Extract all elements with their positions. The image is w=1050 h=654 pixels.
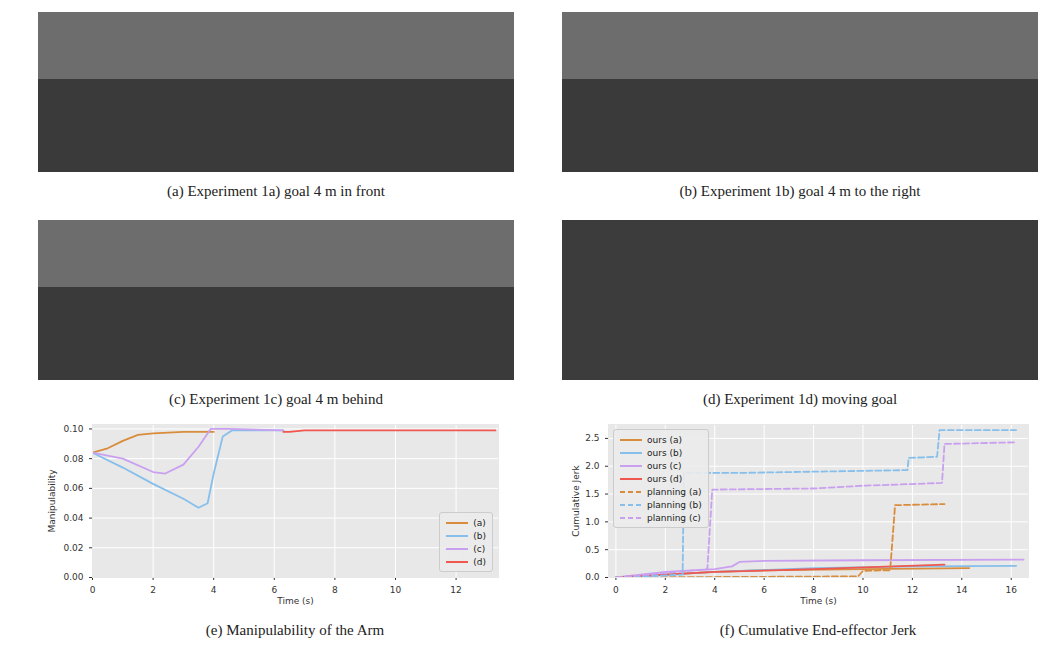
html-text:ours (d): ours (d) bbox=[647, 473, 683, 484]
svg-text:8: 8 bbox=[811, 585, 817, 595]
svg-text:0.10: 0.10 bbox=[63, 424, 83, 434]
html-text:(a) Experiment 1a) goal 4 m in: (a) Experiment 1a) goal 4 m in front bbox=[167, 183, 385, 199]
svg-text:0.00: 0.00 bbox=[63, 572, 83, 582]
html-text:(f) Cumulative End-effector Je: (f) Cumulative End-effector Jerk bbox=[719, 622, 917, 638]
html-text:planning (b): planning (b) bbox=[647, 499, 702, 510]
svg-text:4: 4 bbox=[211, 585, 217, 595]
svg-text:12: 12 bbox=[450, 585, 461, 595]
svg-text:10: 10 bbox=[390, 585, 402, 595]
svg-text:8: 8 bbox=[332, 585, 338, 595]
svg-text:0.08: 0.08 bbox=[63, 454, 83, 464]
html-text:(c) Experiment 1c) goal 4 m be: (c) Experiment 1c) goal 4 m behind bbox=[168, 391, 383, 407]
svg-text:Cumulative Jerk: Cumulative Jerk bbox=[571, 465, 581, 537]
svg-text:2: 2 bbox=[150, 585, 156, 595]
html-text:(e) Manipulability of the Arm: (e) Manipulability of the Arm bbox=[205, 622, 385, 638]
svg-text:0: 0 bbox=[90, 585, 96, 595]
svg-text:2.0: 2.0 bbox=[585, 461, 600, 471]
svg-text:10: 10 bbox=[857, 585, 869, 595]
svg-text:0: 0 bbox=[613, 585, 619, 595]
html-text:planning (a): planning (a) bbox=[647, 486, 702, 497]
svg-text:6: 6 bbox=[761, 585, 767, 595]
svg-text:Manipulability: Manipulability bbox=[47, 469, 57, 533]
html-text:ours (b): ours (b) bbox=[647, 447, 683, 458]
svg-text:2: 2 bbox=[662, 585, 668, 595]
svg-text:Time (s): Time (s) bbox=[799, 596, 837, 606]
svg-text:1.0: 1.0 bbox=[585, 517, 600, 527]
svg-text:4: 4 bbox=[712, 585, 718, 595]
svg-text:Time (s): Time (s) bbox=[276, 596, 314, 606]
svg-text:12: 12 bbox=[907, 585, 918, 595]
html-text:(c): (c) bbox=[473, 543, 486, 554]
html-text:(d) Experiment 1d) moving goal: (d) Experiment 1d) moving goal bbox=[702, 391, 898, 407]
svg-text:2.5: 2.5 bbox=[585, 433, 599, 443]
html-text:(b): (b) bbox=[473, 530, 486, 541]
svg-text:6: 6 bbox=[271, 585, 277, 595]
svg-text:1.5: 1.5 bbox=[585, 489, 599, 499]
html-text:ours (c): ours (c) bbox=[647, 460, 682, 471]
svg-text:0.04: 0.04 bbox=[63, 513, 83, 523]
svg-text:0.06: 0.06 bbox=[63, 483, 83, 493]
html-text:(a): (a) bbox=[473, 517, 486, 528]
html-text:(b) Experiment 1b) goal 4 m to: (b) Experiment 1b) goal 4 m to the right bbox=[679, 183, 921, 199]
html-text:(d): (d) bbox=[473, 556, 486, 567]
svg-text:0.02: 0.02 bbox=[63, 543, 83, 553]
svg-text:0.0: 0.0 bbox=[585, 572, 600, 582]
html-text:ours (a): ours (a) bbox=[647, 434, 682, 445]
svg-text:14: 14 bbox=[956, 585, 968, 595]
svg-text:16: 16 bbox=[1005, 585, 1017, 595]
svg-text:0.5: 0.5 bbox=[585, 545, 599, 555]
html-text:planning (c): planning (c) bbox=[647, 512, 701, 523]
